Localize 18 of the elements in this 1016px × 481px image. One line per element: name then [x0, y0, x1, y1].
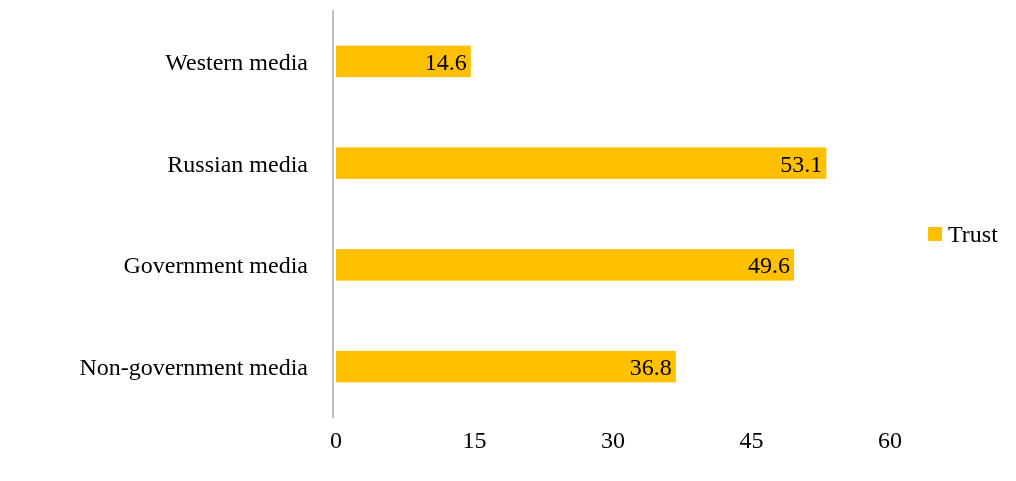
y-tick-label: Government media	[123, 252, 309, 279]
bar	[336, 45, 471, 78]
legend-label: Trust	[948, 221, 999, 248]
x-tick-label: 0	[330, 427, 342, 453]
x-tick-label: 15	[462, 427, 487, 453]
x-tick-label: 45	[739, 427, 764, 453]
bar	[336, 249, 794, 281]
data-label: 49.6	[747, 252, 790, 279]
data-label: 14.6	[424, 48, 467, 75]
x-tick-label: 30	[601, 427, 625, 453]
y-tick-label: Non-government media	[79, 354, 309, 381]
bar	[336, 350, 676, 383]
x-tick-label: 60	[878, 427, 902, 453]
data-label: 53.1	[780, 150, 823, 177]
y-tick-label: Western media	[165, 48, 309, 75]
data-label: 36.8	[629, 354, 672, 381]
bar	[336, 147, 827, 179]
y-tick-label: Russian media	[167, 150, 309, 177]
